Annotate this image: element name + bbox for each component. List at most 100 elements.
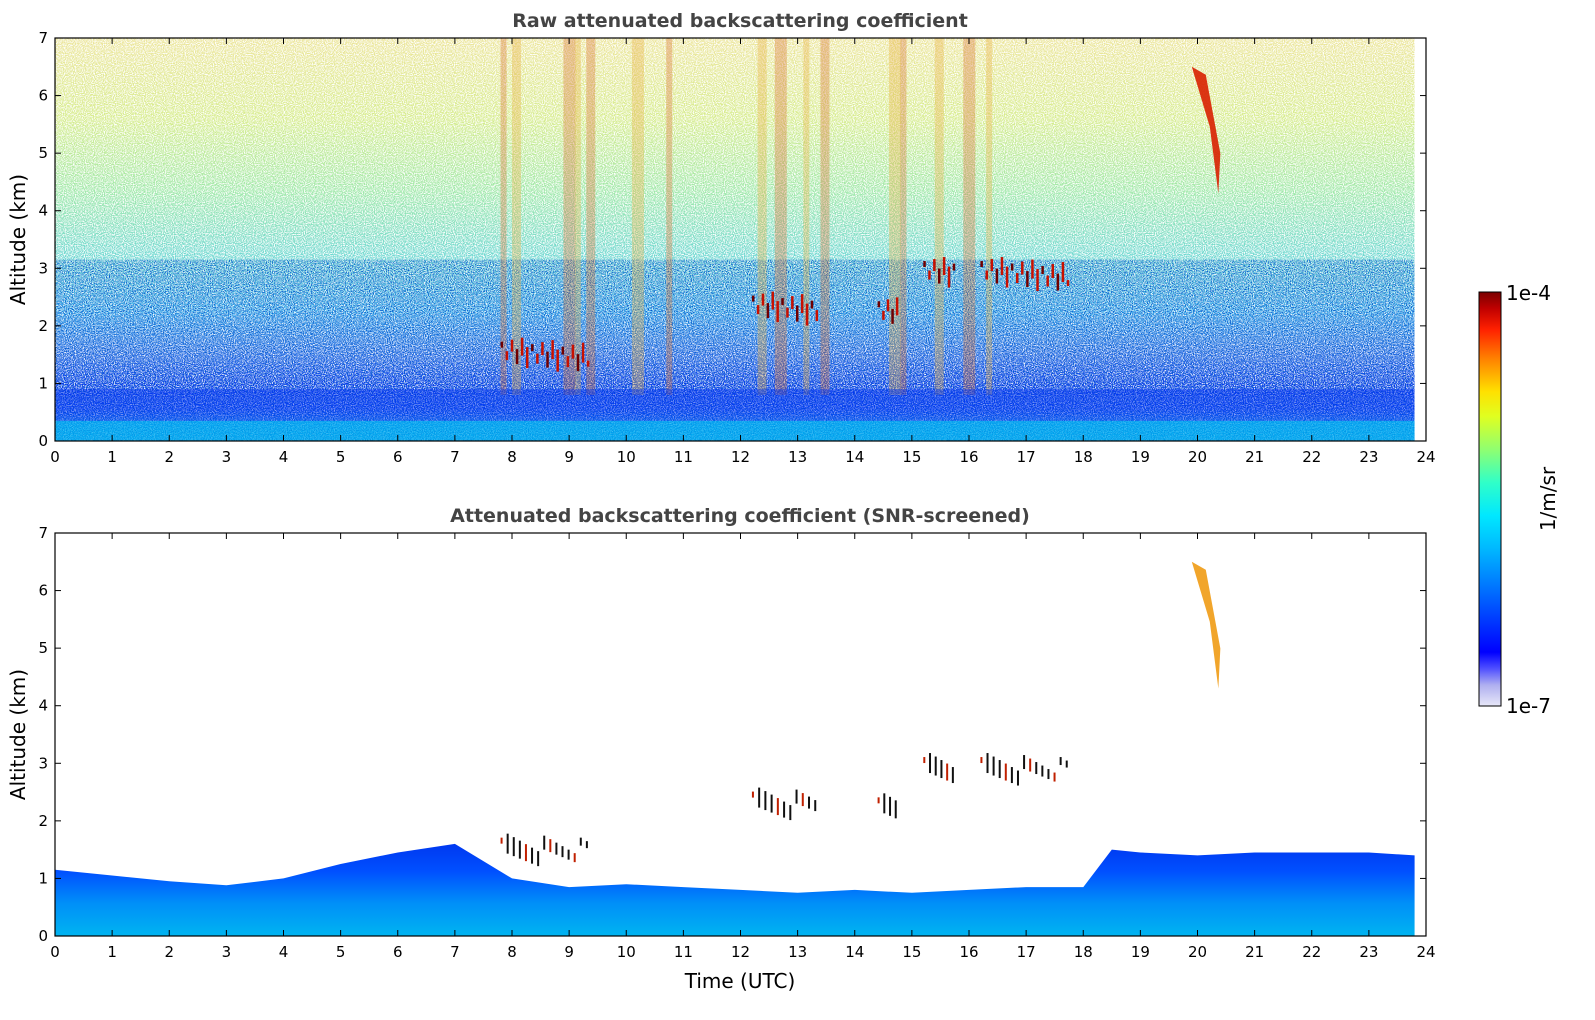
x-tick-label: 10 xyxy=(617,448,636,466)
cloud-mark xyxy=(951,767,954,784)
cloud-mark xyxy=(751,295,755,302)
cloud-mark xyxy=(556,349,559,372)
cloud-mark xyxy=(551,340,554,360)
cloud-mark xyxy=(882,310,885,320)
cloud-mark xyxy=(764,791,767,811)
x-tick-label: 23 xyxy=(1359,943,1378,961)
cloud-mark xyxy=(1046,275,1049,287)
cloud-mark xyxy=(1036,269,1039,292)
cloud-mark xyxy=(581,342,585,363)
cloud-mark xyxy=(585,841,588,849)
cloud-mark xyxy=(541,342,544,356)
x-tick-label: 15 xyxy=(902,448,921,466)
cloud-mark xyxy=(1015,273,1019,284)
cloud-mark xyxy=(525,347,529,369)
cloud-mark xyxy=(923,757,926,764)
y-tick-label: 3 xyxy=(38,259,48,277)
x-tick-label: 7 xyxy=(450,943,460,961)
rain-streak xyxy=(889,38,902,395)
cloud-mark xyxy=(776,798,779,816)
cloud-mark xyxy=(520,337,524,356)
cloud-mark xyxy=(537,851,540,867)
colorbar-gradient xyxy=(1478,291,1502,707)
x-tick-label: 1 xyxy=(107,943,117,961)
cloud-mark xyxy=(980,757,983,764)
raw-heatmap-noise-dark xyxy=(55,259,1415,441)
cloud-mark xyxy=(1066,280,1070,287)
cloud-mark xyxy=(770,794,773,813)
x-tick-label: 7 xyxy=(450,448,460,466)
x-tick-label: 19 xyxy=(1131,943,1150,961)
x-tick-label: 2 xyxy=(164,448,174,466)
cloud-mark xyxy=(500,341,504,348)
rain-streak xyxy=(586,38,596,395)
cloud-mark xyxy=(1053,772,1056,782)
cloud-mark xyxy=(1004,763,1007,781)
screened-y-axis: 0 1 2 3 4 5 6 7 xyxy=(38,524,1426,945)
x-tick-label: 11 xyxy=(674,448,693,466)
x-tick-label: 11 xyxy=(674,943,693,961)
cloud-mark xyxy=(1023,755,1026,770)
cloud-mark xyxy=(766,303,770,319)
cloud-mark xyxy=(886,299,890,312)
cloud-mark xyxy=(877,301,881,308)
cloud-mark xyxy=(756,305,760,315)
cloud-mark xyxy=(515,349,519,365)
cloud-mark xyxy=(573,853,576,863)
cloud-mark xyxy=(500,837,503,844)
cloud-mark xyxy=(783,801,786,818)
x-tick-label: 9 xyxy=(564,943,574,961)
cloud-mark xyxy=(940,760,943,779)
cloud-mark xyxy=(795,305,799,322)
cloud-mark xyxy=(1056,273,1060,291)
cloud-mark xyxy=(567,849,570,860)
y-tick-label: 6 xyxy=(38,582,48,600)
cloud-mark xyxy=(815,310,819,322)
x-tick-label: 20 xyxy=(1188,448,1207,466)
cloud-mark xyxy=(894,800,897,819)
x-tick-label: 3 xyxy=(222,943,232,961)
x-tick-label: 5 xyxy=(336,943,346,961)
rain-streak xyxy=(500,38,507,395)
cloud-mark xyxy=(561,846,564,858)
colorbar-unit-label: 1/m/sr xyxy=(1536,466,1560,531)
raw-panel-title: Raw attenuated backscattering coefficien… xyxy=(512,10,968,32)
y-tick-label: 3 xyxy=(38,754,48,772)
rain-streak xyxy=(820,38,830,395)
cloud-mark xyxy=(1026,271,1029,288)
cloud-mark xyxy=(1021,261,1024,275)
cloud-mark xyxy=(883,793,886,814)
x-tick-label: 24 xyxy=(1416,943,1435,961)
x-tick-label: 4 xyxy=(279,448,289,466)
cloud-mark xyxy=(814,800,817,812)
raw-heatmap-area xyxy=(55,38,1426,441)
raw-backscatter-panel: Raw attenuated backscattering coefficien… xyxy=(6,10,1436,466)
cloud-mark xyxy=(758,787,761,808)
x-tick-label: 22 xyxy=(1302,943,1321,961)
cloud-mark xyxy=(512,837,515,857)
x-tick-label: 5 xyxy=(336,448,346,466)
x-tick-label: 21 xyxy=(1245,943,1264,961)
cloud-mark xyxy=(895,297,899,316)
cloud-mark xyxy=(1047,769,1050,780)
cloud-mark xyxy=(1051,264,1055,279)
screened-heatmap-area xyxy=(55,533,1426,936)
x-tick-label: 15 xyxy=(902,943,921,961)
cloud-mark xyxy=(986,753,989,774)
y-tick-label: 2 xyxy=(38,812,48,830)
cloud-mark xyxy=(1005,266,1009,288)
cirrus-cloud xyxy=(1191,66,1221,194)
cloud-mark xyxy=(1061,262,1065,283)
x-tick-label: 21 xyxy=(1245,448,1264,466)
x-tick-label: 14 xyxy=(845,448,864,466)
y-tick-label: 1 xyxy=(38,869,48,887)
x-tick-label: 8 xyxy=(507,448,517,466)
cloud-mark xyxy=(942,257,946,276)
cloud-mark xyxy=(531,344,534,352)
y-tick-label: 5 xyxy=(38,639,48,657)
x-tick-label: 16 xyxy=(959,448,978,466)
cloud-mark xyxy=(555,842,558,855)
cloud-mark xyxy=(810,300,814,309)
cirrus-cloud xyxy=(1191,561,1221,689)
x-tick-label: 8 xyxy=(507,943,517,961)
